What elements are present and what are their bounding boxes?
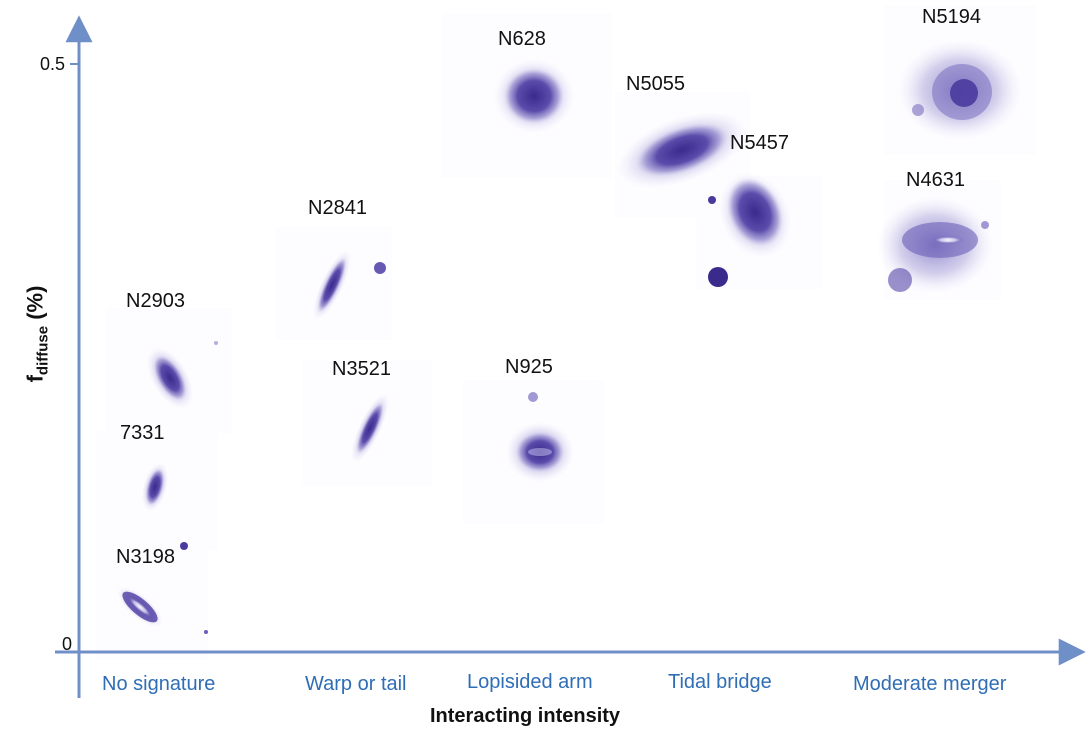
galaxy-label-n2903: N2903 (126, 290, 185, 312)
galaxy-label-n4631: N4631 (906, 169, 965, 191)
category-moderate-merger: Moderate merger (853, 673, 1007, 695)
y-axis-title-main: f (22, 375, 48, 383)
galaxy-n628 (494, 59, 574, 133)
y-axis-title: fdiffuse (%) (22, 286, 51, 383)
galaxy-label-n5194: N5194 (922, 6, 981, 28)
y-tick-label-top: 0.5 (40, 54, 66, 74)
category-tidal-bridge: Tidal bridge (668, 671, 772, 693)
galaxy-label-n2841: N2841 (308, 197, 367, 219)
galaxy-label-n3198: N3198 (116, 546, 175, 568)
galaxy-label-n628: N628 (498, 28, 546, 50)
y-tick-label-zero: 0 (62, 634, 73, 654)
x-axis-title: Interacting intensity (430, 705, 621, 727)
category-no-signature: No signature (102, 673, 216, 695)
galaxy-n3198 (117, 587, 208, 634)
galaxy-label-n5457: N5457 (730, 132, 789, 154)
galaxy-n2841 (313, 250, 386, 320)
galaxy-n2903 (146, 341, 218, 409)
galaxy-label-n3521: N3521 (332, 358, 391, 380)
y-axis-title-unit: (%) (22, 285, 48, 320)
galaxy-n3521 (351, 393, 389, 463)
galaxy-n5457 (708, 172, 791, 287)
galaxy-label-n925: N925 (505, 356, 553, 378)
category-lopisided-arm: Lopisided arm (467, 671, 593, 693)
category-warp-or-tail: Warp or tail (305, 673, 407, 695)
galaxy-n4631 (877, 197, 993, 293)
galaxy-n5055 (617, 111, 747, 189)
galaxy-n5194 (898, 40, 1022, 140)
y-axis-title-sub: diffuse (34, 325, 52, 376)
galaxy-7331 (141, 462, 188, 550)
galaxy-label-n5055: N5055 (626, 73, 685, 95)
galaxy-n925 (506, 392, 574, 482)
galaxy-label-7331: 7331 (120, 422, 165, 444)
